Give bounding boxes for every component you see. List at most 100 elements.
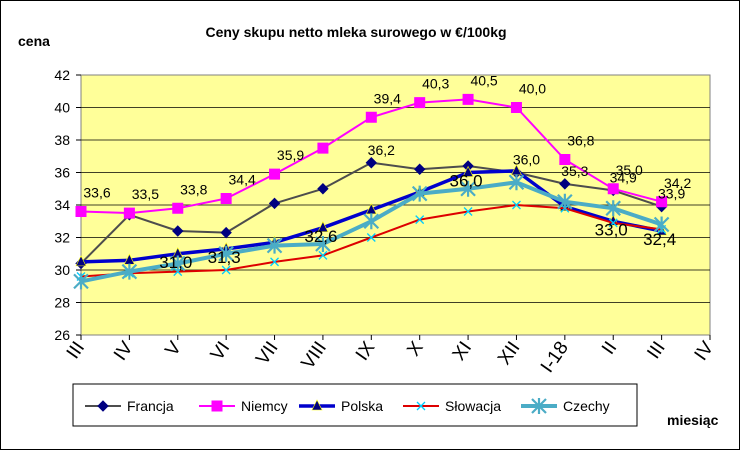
x-tick-label: I-18 (537, 338, 573, 377)
y-axis-ticks: 26 28 30 32 34 36 38 40 42 (54, 67, 81, 343)
point-marker (172, 202, 184, 214)
point-marker (512, 200, 521, 210)
point-marker (656, 196, 668, 208)
point-marker (218, 245, 234, 262)
point-marker (365, 157, 378, 169)
point-marker (317, 183, 329, 195)
data-label: 36,0 (450, 172, 483, 191)
y-tick-label: 28 (54, 295, 70, 311)
point-marker (73, 273, 89, 290)
data-label: 31,3 (208, 248, 241, 267)
x-tick-label: XI (449, 338, 476, 365)
legend-label: Czechy (563, 398, 610, 414)
data-label: 35,0 (616, 162, 643, 178)
point-marker (416, 401, 426, 411)
series-czechy (73, 174, 670, 290)
point-marker (220, 226, 232, 239)
y-tick-label: 26 (54, 327, 70, 343)
point-marker (463, 207, 473, 216)
point-marker (531, 398, 547, 414)
point-marker (608, 218, 618, 228)
legend-item-słowacja: Słowacja (403, 398, 501, 414)
point-marker (508, 174, 525, 191)
point-marker (97, 400, 109, 412)
point-marker (414, 97, 426, 109)
point-marker (269, 168, 281, 180)
data-label: 40,5 (470, 72, 497, 88)
y-tick-label: 38 (54, 132, 70, 148)
series-niemcy (75, 93, 668, 219)
data-label: 34,4 (229, 172, 256, 188)
point-marker (172, 225, 184, 237)
point-marker (266, 237, 283, 254)
data-label: 36,8 (567, 133, 594, 149)
x-tick-label: II (598, 338, 621, 359)
x-tick-label: VIII (297, 338, 331, 373)
y-tick-label: 30 (54, 262, 70, 278)
point-marker (411, 185, 428, 202)
data-label: 39,4 (374, 90, 401, 106)
y-tick-label: 42 (54, 67, 70, 83)
point-marker (460, 180, 476, 197)
data-label: 33,6 (83, 185, 110, 201)
legend-item-francja: Francja (85, 398, 174, 414)
point-marker (75, 206, 87, 217)
point-marker (462, 165, 474, 177)
data-label: 40,3 (422, 76, 449, 92)
point-marker (311, 399, 323, 411)
data-label: 34,2 (664, 175, 691, 191)
point-marker (315, 236, 331, 252)
data-label: 33,9 (658, 186, 685, 202)
legend-label: Francja (127, 398, 174, 414)
legend-item-czechy: Czechy (521, 398, 610, 414)
x-tick-label: III (643, 338, 669, 363)
data-label: 31,0 (159, 253, 192, 272)
point-marker (317, 142, 329, 154)
x-tick-label: X (403, 338, 428, 361)
data-label: 33,8 (180, 181, 207, 197)
point-marker (413, 163, 426, 175)
point-marker (211, 400, 223, 412)
legend-item-niemcy: Niemcy (199, 398, 288, 414)
y-tick-label: 32 (54, 230, 70, 246)
point-marker (462, 93, 474, 105)
legend-item-polska: Polska (299, 398, 383, 414)
point-marker (173, 267, 183, 277)
data-label: 40,0 (519, 81, 546, 97)
data-label: 33,5 (132, 186, 159, 202)
point-marker (366, 233, 376, 242)
point-marker (653, 216, 670, 233)
data-label: 33,0 (595, 220, 628, 239)
x-axis-ticks: III IV V VI VII VIII IX X XI XII I-18 II III IV (63, 335, 718, 377)
x-tick-label: IV (110, 338, 138, 365)
legend-items: Francja Niemcy Polska Słowacja Czechy (85, 398, 610, 414)
point-marker (75, 255, 87, 267)
point-marker (557, 193, 573, 210)
legend-label: Niemcy (241, 398, 288, 414)
x-tick-label: V (161, 338, 186, 361)
data-label: 35,9 (277, 147, 304, 163)
grid-lines (81, 107, 710, 303)
y-axis-label: cena (18, 33, 50, 49)
point-marker (365, 111, 377, 123)
point-marker (415, 215, 425, 225)
legend-label: Polska (341, 398, 383, 414)
point-marker (317, 221, 329, 233)
point-marker (559, 178, 571, 190)
data-label: 35,3 (561, 163, 588, 179)
legend-label: Słowacja (445, 398, 501, 414)
point-marker (510, 102, 522, 113)
point-marker (220, 193, 232, 204)
x-tick-label: IV (691, 338, 719, 365)
chart-title: Ceny skupu netto mleka surowego w €/100k… (205, 24, 506, 40)
x-axis-label: miesiąc (667, 412, 719, 428)
point-marker (363, 213, 380, 230)
data-labels: 36,2 36,0 35,3 34,9 33,9 33,6 33,5 33,8 34,4 35,9… (83, 72, 691, 271)
x-tick-label: VII (252, 338, 283, 369)
point-marker (123, 207, 135, 219)
data-label: 32,6 (304, 227, 337, 246)
y-tick-label: 34 (54, 197, 70, 213)
point-marker (268, 197, 281, 210)
